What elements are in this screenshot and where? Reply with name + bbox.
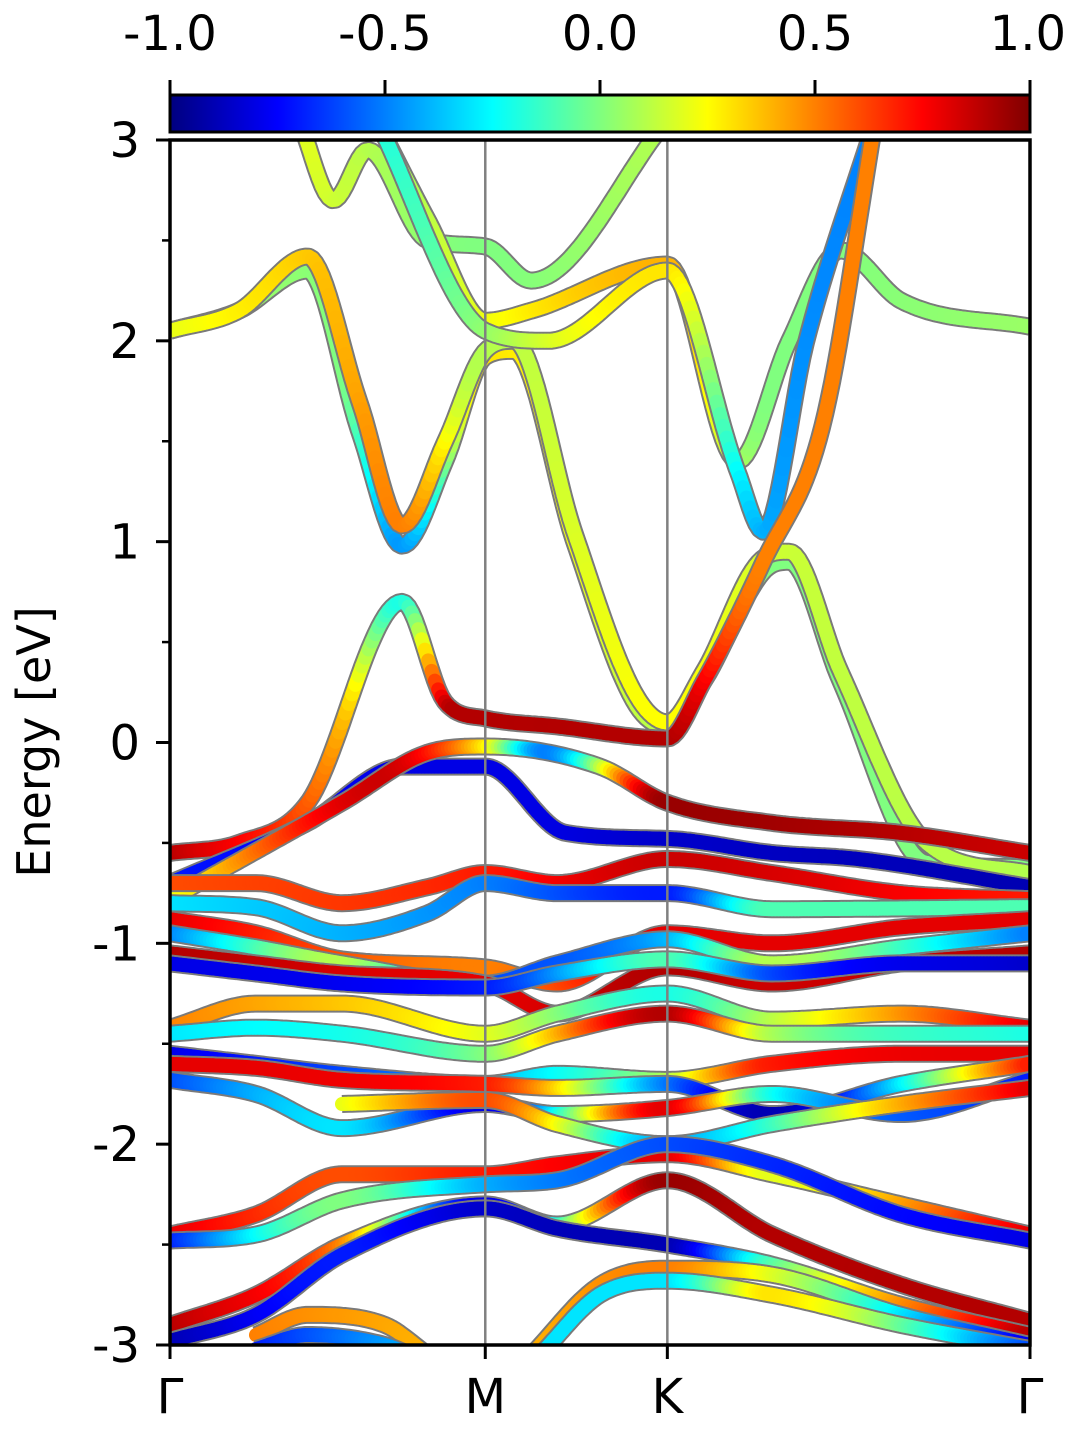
colorbar-tick-label: -0.5 [338,6,432,62]
band-3 [296,140,664,290]
colorbar-tick-label: -1.0 [123,6,217,62]
colorbar: -1.0 -0.5 0.0 0.5 1.0 [123,6,1066,134]
colorbar-tick-label: 0.0 [562,6,638,62]
band-18 [170,1054,1030,1123]
band-9 [170,850,1030,913]
band-outline [170,261,1030,876]
colorbar-tick-label: 0.5 [777,6,853,62]
colorbar-ticks: -1.0 -0.5 0.0 0.5 1.0 [123,6,1066,95]
band-2 [170,247,1030,882]
band-outline [170,247,1030,882]
band-14 [170,950,1030,997]
band-4 [376,140,1030,471]
colorbar-tick-label: 1.0 [990,6,1066,62]
band-1 [170,261,1030,876]
band-10 [170,874,1030,943]
bands [170,140,1030,1345]
band-16 [170,1004,1030,1063]
colorbar-gradient [168,93,1032,134]
band-outline [376,140,1030,471]
